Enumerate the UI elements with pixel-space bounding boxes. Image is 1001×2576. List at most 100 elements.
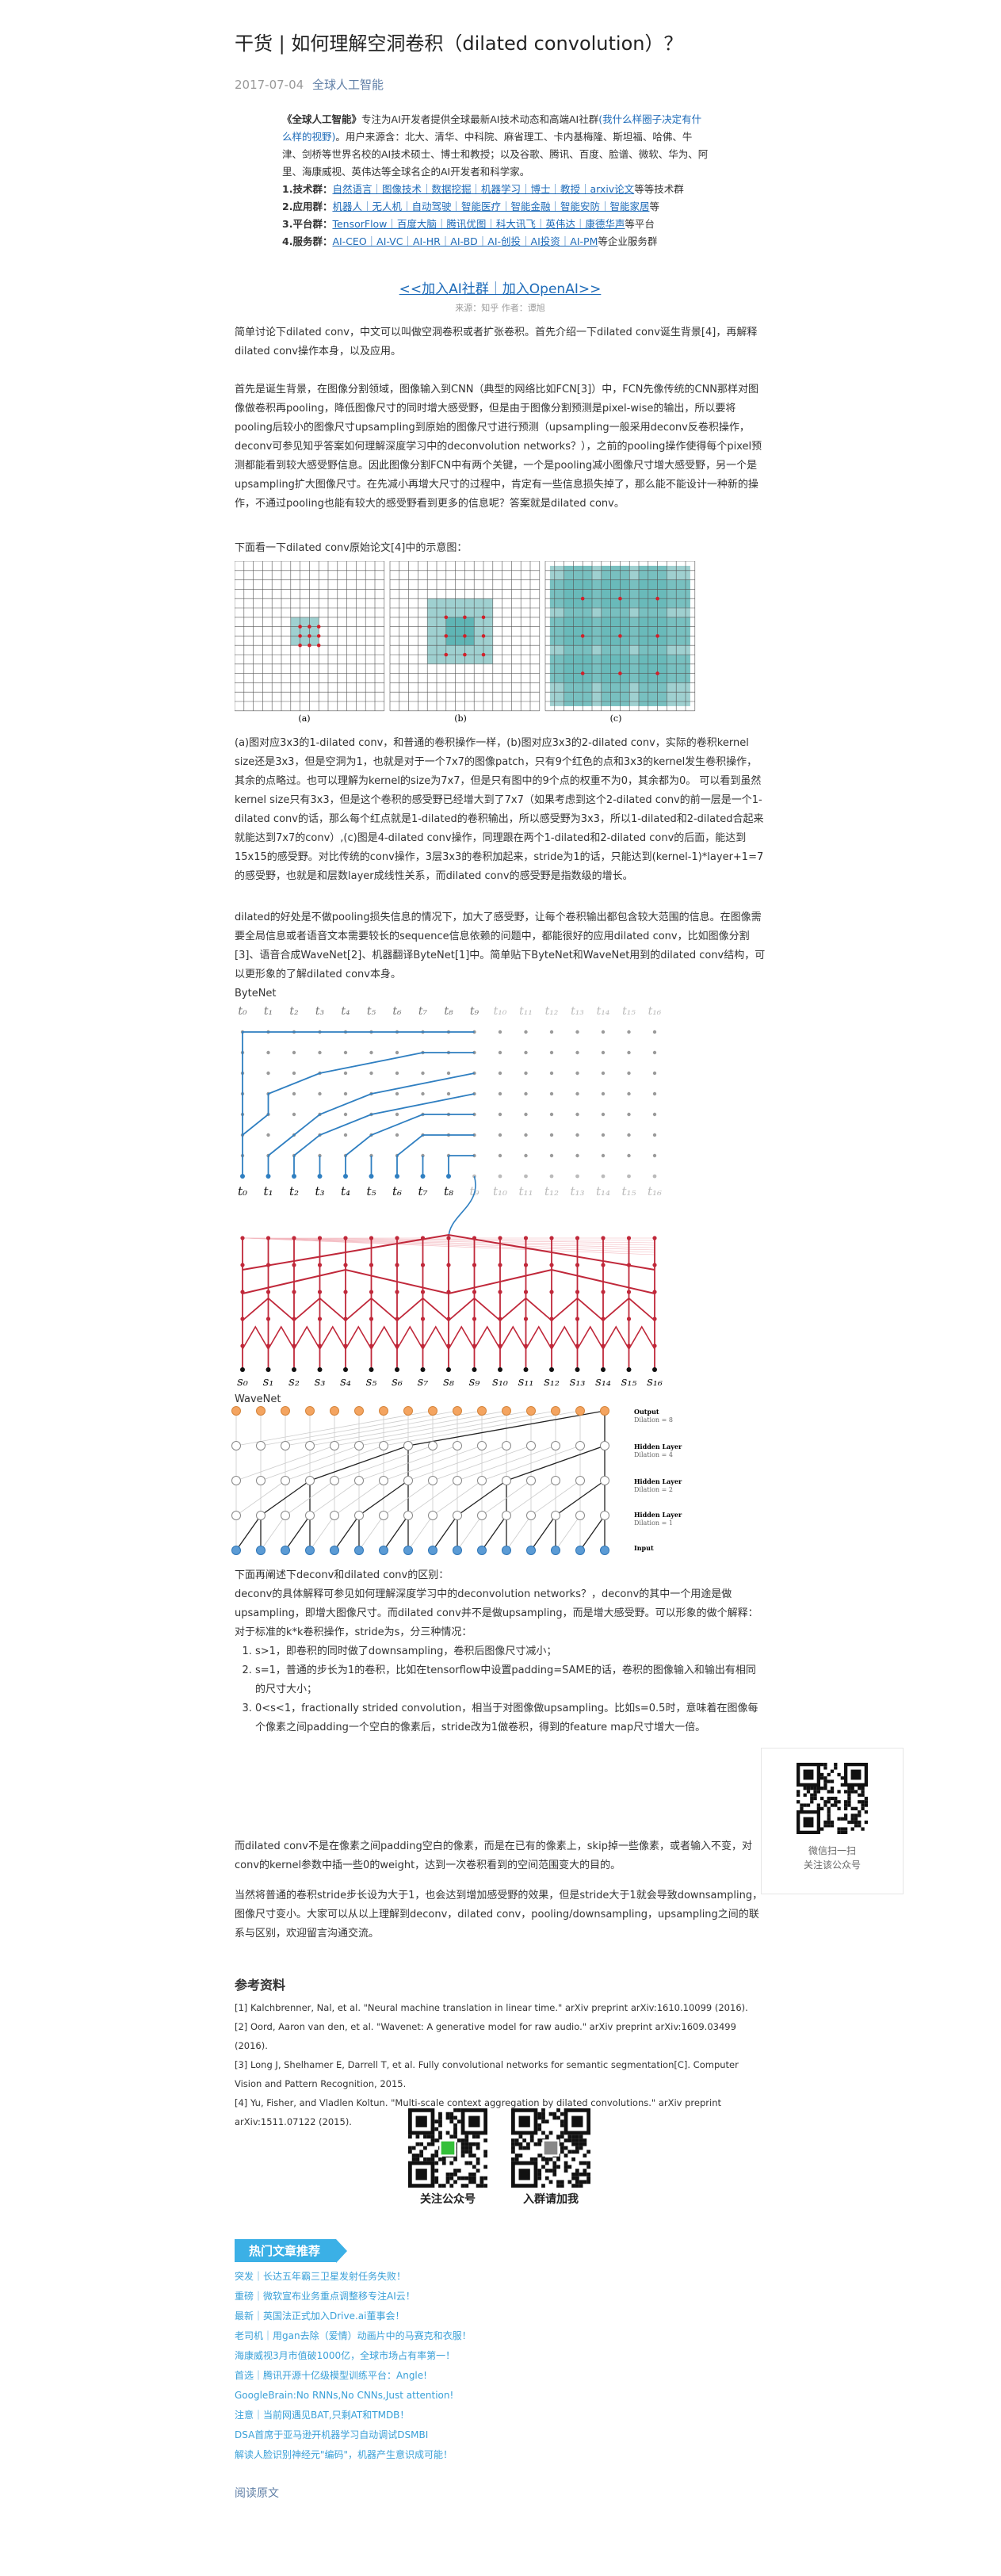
group-suffix: 等 xyxy=(649,201,659,212)
sidebar-qr-code[interactable] xyxy=(797,1763,868,1834)
wavenet-h2-label: Hidden Layer xyxy=(634,1477,682,1485)
node xyxy=(420,1236,426,1240)
wavenet-node xyxy=(600,1511,609,1520)
qr-module xyxy=(806,1790,811,1794)
qr-module xyxy=(847,1790,851,1794)
qr-module xyxy=(837,1772,841,1777)
wavenet-node xyxy=(379,1476,388,1485)
wavenet-node xyxy=(551,1511,560,1520)
node xyxy=(524,1050,528,1055)
wavenet-node xyxy=(502,1511,511,1520)
read-original-link[interactable]: 阅读原文 xyxy=(235,2487,279,2500)
qr-module xyxy=(434,2119,439,2124)
qr-module xyxy=(483,2184,487,2188)
qr-module xyxy=(483,2176,487,2180)
qr-module xyxy=(567,2135,572,2139)
qr-module xyxy=(464,2135,469,2139)
qr-module xyxy=(453,2115,457,2120)
qr-module xyxy=(537,2123,542,2127)
wavenet-edge xyxy=(506,1515,532,1551)
qr-module xyxy=(438,2119,442,2124)
node xyxy=(652,1174,657,1179)
qr-module xyxy=(583,2161,587,2165)
wavenet-edge xyxy=(407,1410,606,1447)
hot-article-link[interactable]: 海康威视3月市值破1000亿，全球市场占有率第一！ xyxy=(235,2350,456,2361)
intro-link[interactable]: (我什么样圈子决定有什么样的视野) xyxy=(282,113,702,143)
node xyxy=(292,1112,296,1117)
wavenet-h3-label: Hidden Layer xyxy=(634,1443,682,1450)
qr-module xyxy=(541,2165,545,2169)
sidebar-qr-line1: 微信扫一扫 xyxy=(808,1845,856,1856)
grid-a xyxy=(235,561,385,712)
qr-module xyxy=(479,2180,484,2184)
qr-module xyxy=(464,2161,469,2165)
wavenet-node xyxy=(428,1511,437,1520)
hot-article-link[interactable]: GoogleBrain:No RNNs,No CNNs,Just attenti… xyxy=(235,2390,454,2401)
qr-module xyxy=(830,1790,835,1794)
qr-module xyxy=(583,2138,587,2142)
node xyxy=(292,1236,296,1240)
wavenet-h3-dilation: Dilation = 4 xyxy=(634,1451,673,1458)
node xyxy=(549,1112,554,1117)
author-link[interactable]: 全球人工智能 xyxy=(311,78,384,92)
qr-module xyxy=(552,2112,557,2116)
hot-article-link[interactable]: 最新｜英国法正式加入Drive.ai董事会！ xyxy=(235,2310,405,2322)
group-links[interactable]: 机器人｜无人机｜自动驾驶｜智能医疗｜智能金融｜智能安防｜智能家居 xyxy=(332,201,650,212)
token-label: s₁₆ xyxy=(647,1374,663,1389)
node xyxy=(343,1091,348,1096)
node xyxy=(292,1174,296,1179)
qr-module xyxy=(453,2108,457,2112)
token-label: s₀ xyxy=(237,1374,248,1389)
wavenet-node xyxy=(403,1546,413,1555)
qr-join[interactable]: 入群请加我 xyxy=(507,2108,594,2207)
decoder-edge xyxy=(267,1072,475,1156)
qr-module xyxy=(834,1803,838,1807)
wavenet-node xyxy=(379,1546,388,1555)
node xyxy=(601,1050,606,1055)
wavenet-node xyxy=(502,1441,511,1450)
qr-module xyxy=(820,1787,824,1791)
kernel-point xyxy=(463,634,467,638)
hot-article-link[interactable]: 注意｜当前网遇见BAT,只剩AT和TMDB！ xyxy=(235,2410,410,2421)
encoder-edge xyxy=(242,1325,269,1350)
group-links[interactable]: TensorFlow｜百度大脑｜腾讯优图｜科大讯飞｜英伟达｜康德华声 xyxy=(332,218,625,230)
wavenet-node xyxy=(453,1511,462,1520)
wavenet-edge xyxy=(555,1480,606,1516)
wavenet-edge xyxy=(457,1445,556,1481)
intro-desc: 专注为AI开发者提供全球最新AI技术动态和高端AI社群 xyxy=(361,113,599,125)
reference-item: [2] Oord, Aaron van den, et al. "Wavenet… xyxy=(235,2021,736,2051)
group-links[interactable]: AI-CEO｜AI-VC｜AI-HR｜AI-BD｜AI-创投｜AI投资｜AI-P… xyxy=(332,235,598,247)
qr-finder xyxy=(511,2108,538,2135)
join-link-text[interactable]: <<加入AI社群｜加入OpenAI>> xyxy=(399,281,602,297)
qr-module xyxy=(861,1800,865,1804)
hot-article-link[interactable]: 突发｜长达五年霸三卫星发射任务失败！ xyxy=(235,2271,407,2282)
qr-module xyxy=(541,2157,545,2161)
qr-follow-code[interactable] xyxy=(408,2108,487,2188)
node xyxy=(317,1367,323,1372)
node xyxy=(317,1174,323,1179)
node xyxy=(498,1290,502,1294)
bytenet-diagram: t₀ t₁ t₂ t₃ t₄ t₅ t₆ t₇ t₈ t₉ t₁₀ t₁₁ t₁₂ t₁₃ t₁₄ t₁₅ t₁… xyxy=(237,1005,663,1389)
qr-follow[interactable]: 关注公众号 xyxy=(404,2108,491,2207)
qr-finder xyxy=(797,1763,820,1787)
node xyxy=(318,1050,322,1055)
qr-module xyxy=(564,2161,568,2165)
token-label: t₄ xyxy=(341,1005,350,1018)
node xyxy=(498,1112,502,1117)
qr-module xyxy=(810,1787,814,1791)
hot-article-link[interactable]: 解读人脸识别神经元"编码"，机器产生意识成可能！ xyxy=(235,2449,453,2460)
hot-article-link[interactable]: 重磅｜微软宣布业务重点调整移专注AI云！ xyxy=(235,2291,415,2302)
qr-module xyxy=(858,1793,862,1797)
sidebar-qr-card[interactable]: 微信扫一扫 关注该公众号 xyxy=(761,1748,904,1894)
node xyxy=(652,1236,657,1240)
node xyxy=(627,1030,631,1034)
qr-join-code[interactable] xyxy=(511,2108,590,2188)
node xyxy=(421,1091,425,1096)
qr-module xyxy=(844,1790,848,1794)
hot-article-link[interactable]: DSA首席于亚马逊开机器学习自动调试DSMBI xyxy=(235,2429,429,2440)
join-community-link[interactable]: <<加入AI社群｜加入OpenAI>> xyxy=(235,277,766,297)
hot-article-link[interactable]: 老司机｜用gan去除（爱情）动画片中的马赛克和衣服！ xyxy=(235,2330,472,2341)
group-links[interactable]: 自然语言｜图像技术｜数据挖掘｜机器学习｜博士｜教授｜arxiv论文 xyxy=(332,183,635,195)
qr-module xyxy=(583,2142,587,2146)
hot-article-link[interactable]: 首选｜腾讯开源十亿级模型训练平台：Angle! xyxy=(235,2370,427,2381)
